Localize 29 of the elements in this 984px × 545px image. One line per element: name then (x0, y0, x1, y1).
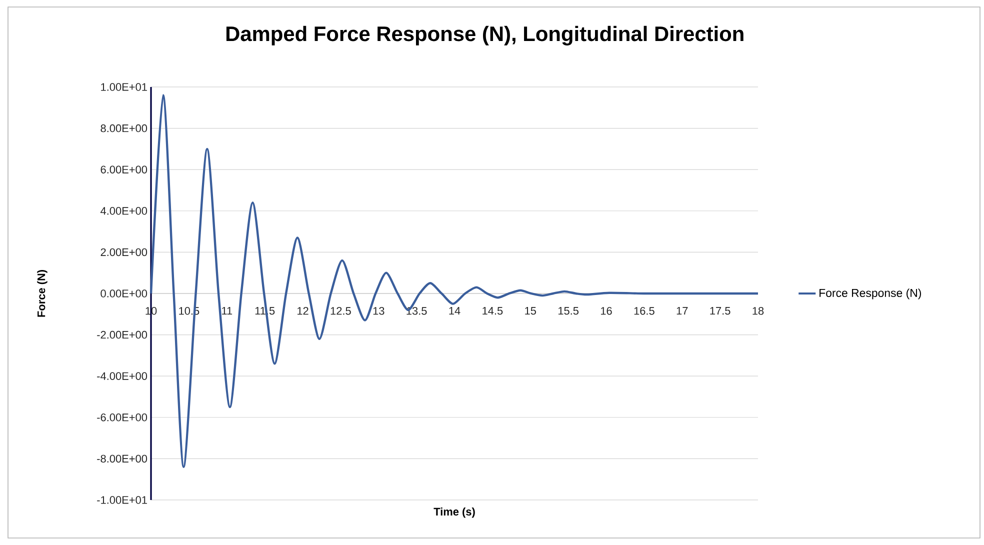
x-tick-label: 16 (600, 307, 612, 315)
x-tick-label: 14.5 (482, 307, 503, 315)
x-tick-label: 17.5 (710, 307, 730, 315)
chart-title: Damped Force Response (N), Longitudinal Direction (226, 26, 744, 46)
y-tick-label: -8.00E+00 (97, 454, 148, 463)
x-tick-label: 13.5 (406, 307, 427, 315)
y-tick-label: 1.00E+01 (101, 83, 147, 91)
x-axis-title: Time (s) (434, 508, 475, 518)
x-tick-label: 17 (676, 307, 688, 315)
x-tick-label: 14 (449, 307, 460, 315)
x-tick-label: 12 (297, 307, 308, 315)
y-tick-label: -1.00E+01 (97, 496, 147, 504)
y-axis-title: Force (N) (37, 270, 48, 317)
y-tick-label: 2.00E+00 (100, 248, 148, 256)
x-tick-label: 11 (222, 307, 232, 315)
x-tick-label: 13 (373, 307, 384, 315)
legend-label: Force Response (N) (820, 288, 922, 300)
y-tick-label: -4.00E+00 (97, 372, 148, 380)
x-tick-label: 15 (525, 307, 536, 315)
y-tick-label: 4.00E+00 (100, 207, 148, 215)
y-tick-label: 0.00E+00 (100, 290, 148, 298)
x-tick-label: 18 (752, 307, 764, 315)
x-tick-label: 15.5 (558, 307, 579, 315)
y-tick-label: -2.00E+00 (97, 330, 148, 339)
y-tick-label: 6.00E+00 (100, 166, 148, 174)
x-tick-label: 12.5 (330, 307, 351, 315)
y-tick-label: 8.00E+00 (100, 124, 148, 132)
y-tick-label: -6.00E+00 (97, 414, 148, 422)
x-tick-label: 16.5 (634, 307, 654, 315)
